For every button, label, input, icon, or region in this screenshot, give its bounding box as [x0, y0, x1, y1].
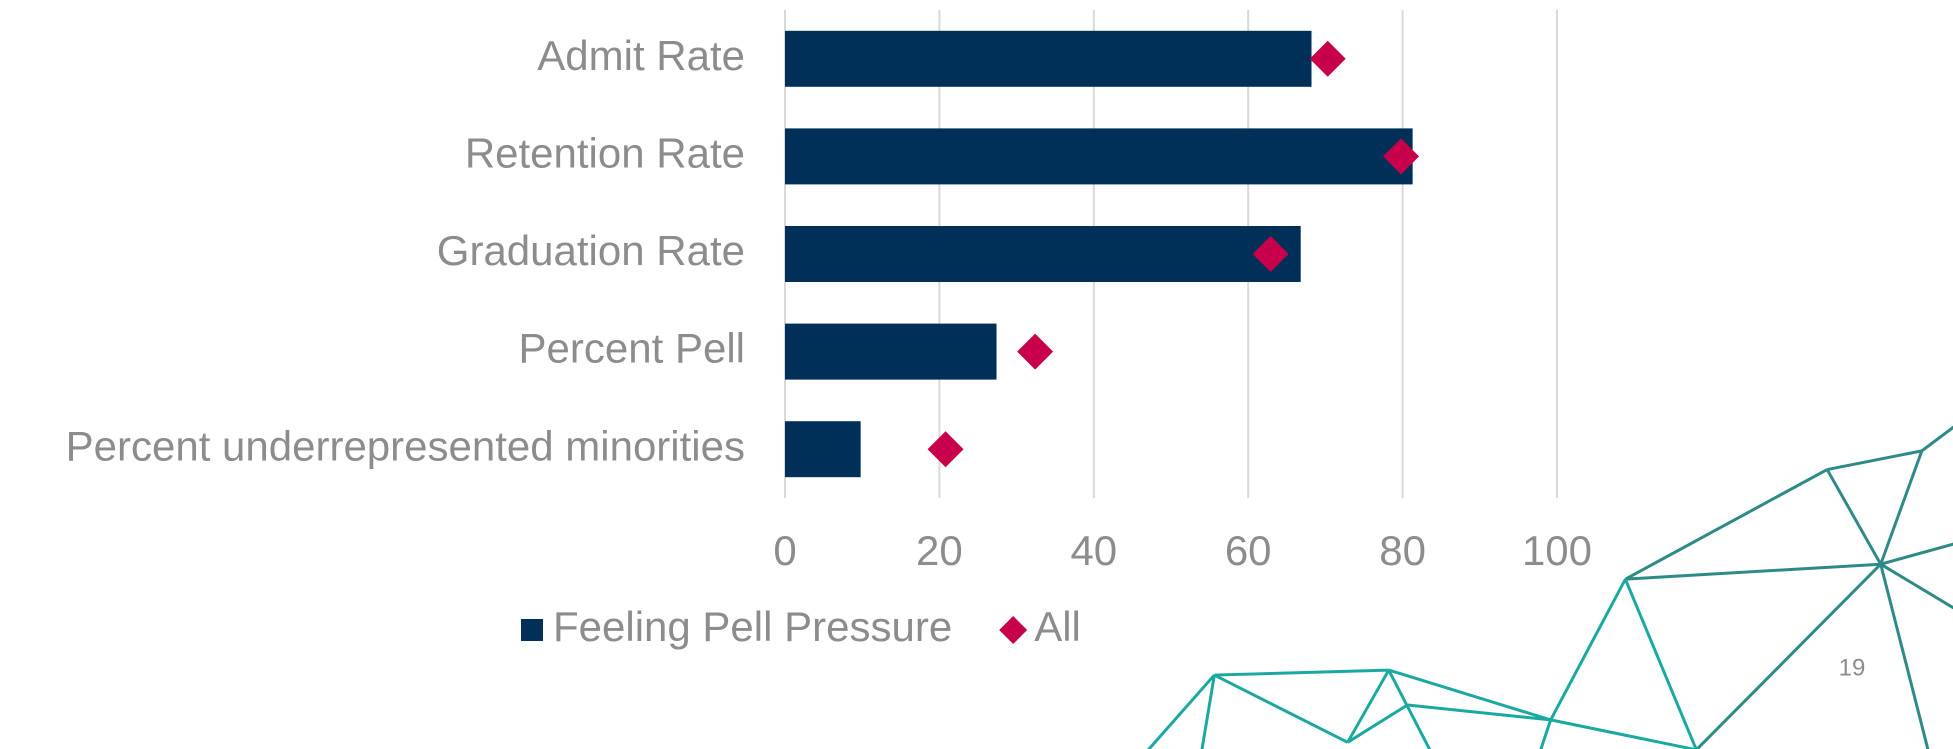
- marker: [1383, 138, 1420, 175]
- x-tick-label: 60: [1225, 527, 1272, 574]
- marker: [1309, 40, 1346, 77]
- marker: [1252, 236, 1289, 272]
- x-tick-label: 20: [916, 527, 963, 574]
- y-tick-label: Admit Rate: [537, 32, 745, 79]
- bar: [785, 421, 861, 478]
- legend-swatch: [521, 619, 543, 641]
- bar: [785, 323, 997, 380]
- y-tick-label: Graduation Rate: [437, 227, 745, 274]
- legend-swatch: [999, 616, 1028, 644]
- decorative-network: [1147, 425, 1953, 749]
- x-tick-label: 80: [1379, 527, 1426, 574]
- x-tick-label: 40: [1070, 527, 1117, 574]
- x-tick-label: 0: [773, 527, 796, 574]
- page-number: 19: [1839, 654, 1866, 681]
- y-tick-label: Percent underrepresented minorities: [66, 422, 745, 469]
- bar: [785, 30, 1312, 87]
- y-tick-label: Percent Pell: [519, 325, 745, 372]
- legend-label: Feeling Pell Pressure: [553, 603, 952, 650]
- bar: [785, 128, 1413, 185]
- legend-label: All: [1034, 603, 1081, 650]
- bar: [785, 226, 1301, 282]
- y-tick-label: Retention Rate: [465, 129, 745, 176]
- marker: [1017, 333, 1054, 370]
- marker: [927, 431, 964, 468]
- x-tick-label: 100: [1522, 527, 1592, 574]
